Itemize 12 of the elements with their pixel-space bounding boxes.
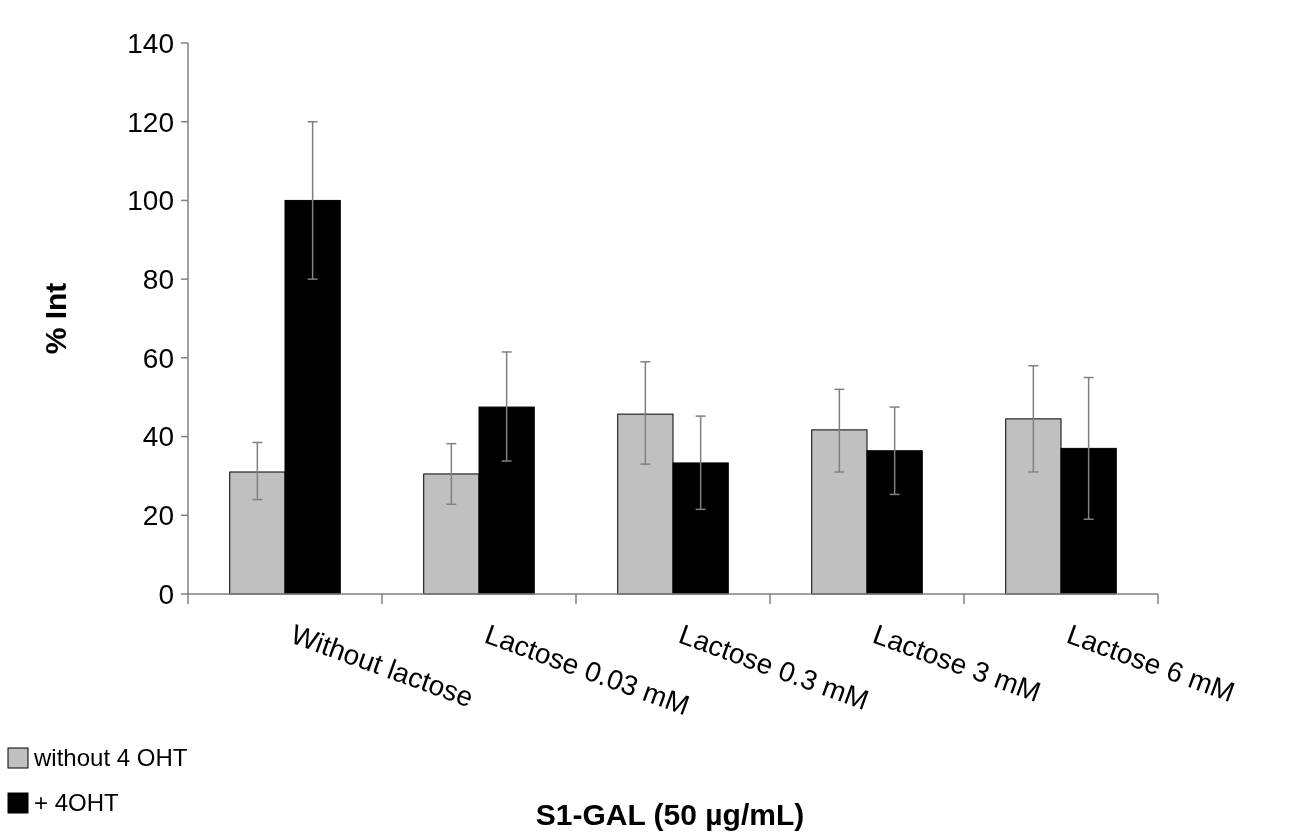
y-tick-label: 0 <box>158 578 174 610</box>
y-tick-label: 80 <box>142 263 174 295</box>
y-tick-label: 120 <box>127 106 174 138</box>
y-tick-label: 100 <box>127 185 174 217</box>
legend-label: + 4OHT <box>34 789 120 817</box>
y-tick-label: 40 <box>142 421 174 453</box>
y-axis-title: % Int <box>39 282 72 355</box>
x-axis-title: S1-GAL (50 µg/mL) <box>535 798 805 831</box>
legend-label: without 4 OHT <box>33 744 188 772</box>
y-tick-label: 60 <box>142 342 174 374</box>
y-tick-label: 20 <box>142 500 174 532</box>
y-tick-label: 140 <box>127 27 174 59</box>
